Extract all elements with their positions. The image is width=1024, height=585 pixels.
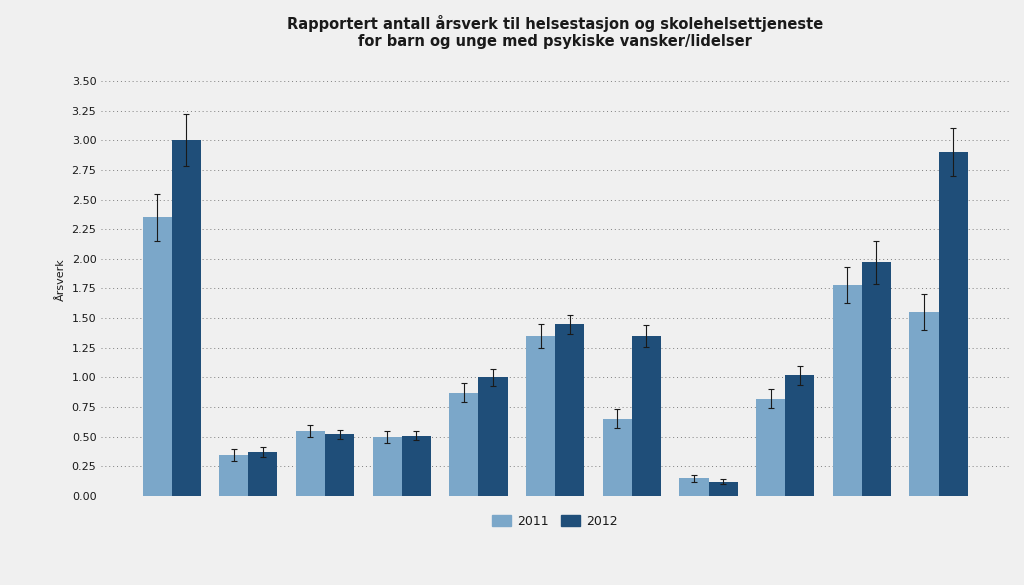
Bar: [172, 140, 201, 496]
Bar: [632, 336, 660, 496]
Bar: [833, 285, 862, 496]
Bar: [603, 419, 632, 496]
Bar: [785, 375, 814, 496]
Bar: [249, 452, 278, 496]
Y-axis label: Årsverk: Årsverk: [56, 258, 66, 301]
Bar: [862, 263, 891, 496]
Bar: [679, 479, 709, 496]
Bar: [373, 437, 401, 496]
Bar: [478, 377, 508, 496]
Bar: [450, 393, 478, 496]
Bar: [555, 324, 585, 496]
Bar: [909, 312, 939, 496]
Bar: [325, 435, 354, 496]
Bar: [142, 217, 172, 496]
Bar: [756, 399, 785, 496]
Bar: [296, 431, 325, 496]
Legend: 2011, 2012: 2011, 2012: [487, 510, 623, 533]
Title: Rapportert antall årsverk til helsestasjon og skolehelsettjeneste
for barn og un: Rapportert antall årsverk til helsestasj…: [287, 15, 823, 49]
Bar: [401, 436, 431, 496]
Bar: [526, 336, 555, 496]
Bar: [939, 152, 968, 496]
Bar: [219, 455, 249, 496]
Bar: [709, 482, 737, 496]
